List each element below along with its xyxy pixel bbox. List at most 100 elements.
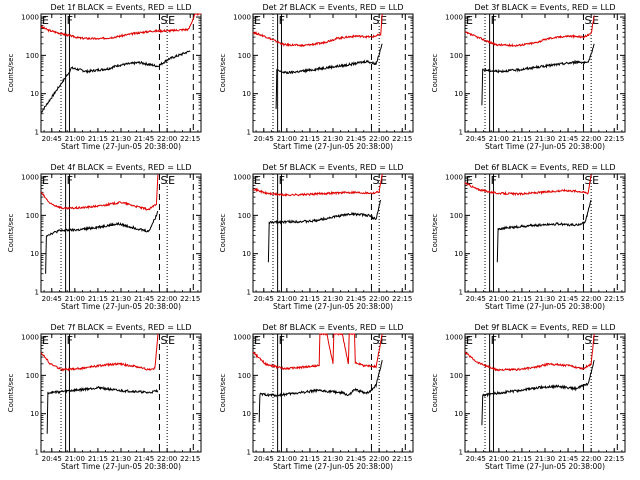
y-tick-label: 10 [242, 410, 251, 418]
x-tick-label: 22:00 [157, 135, 177, 143]
x-tick-label: 21:00 [489, 135, 509, 143]
event-rate-line [267, 199, 382, 263]
y-tick-label: 1 [459, 129, 463, 137]
y-tick-label: 1000 [233, 174, 251, 182]
interval-marker-f: F [279, 334, 285, 347]
panel-6: Det 6f BLACK = Events, RED = LLD 1 10 100 10… [431, 163, 626, 311]
x-tick-label: 21:00 [277, 135, 297, 143]
interval-marker-e: E [380, 14, 387, 27]
x-tick-label: 21:45 [558, 135, 578, 143]
panel-5: Det 5f BLACK = Events, RED = LLD 1 10 100 10… [219, 163, 414, 311]
interval-marker-e: E [380, 334, 387, 347]
x-tick-label: 22:00 [581, 135, 601, 143]
lld-rate-line [252, 13, 383, 48]
interval-marker-e: E [254, 174, 261, 187]
y-tick-label: 1000 [21, 334, 39, 342]
event-rate-line [275, 43, 383, 109]
y-tick-label: 1000 [445, 334, 463, 342]
x-tick-label: 21:30 [111, 135, 131, 143]
y-tick-label: 10 [30, 90, 39, 98]
y-tick-label: 1 [35, 449, 39, 457]
interval-marker-f: F [67, 14, 73, 27]
interval-marker-s: S [160, 14, 167, 27]
x-tick-label: 21:00 [65, 455, 85, 463]
x-tick-label: 20:45 [42, 135, 62, 143]
y-axis-label: Counts/sec [7, 54, 15, 93]
lld-rate-line [40, 174, 159, 211]
x-tick-label: 20:45 [466, 455, 486, 463]
x-tick-label: 22:15 [180, 295, 200, 303]
event-rate-line [496, 199, 592, 263]
x-tick-label: 21:45 [558, 455, 578, 463]
x-tick-label: 20:45 [42, 455, 62, 463]
x-tick-label: 21:00 [65, 135, 85, 143]
lld-rate-line [40, 13, 201, 41]
interval-marker-f: F [491, 174, 497, 187]
x-tick-label: 21:00 [277, 295, 297, 303]
plot-frame [464, 13, 626, 133]
plot-frame [252, 173, 414, 293]
lld-rate-line [252, 332, 383, 371]
x-axis-label: Start Time (27-Jun-05 20:38:00) [485, 302, 605, 311]
x-tick-label: 21:45 [134, 455, 154, 463]
panel-title: Det 6f BLACK = Events, RED = LLD [474, 163, 615, 172]
interval-marker-e: E [168, 174, 175, 187]
y-axis-label: Counts/sec [7, 374, 15, 413]
y-axis-label: Counts/sec [431, 374, 439, 413]
x-axis-label: Start Time (27-Jun-05 20:38:00) [485, 142, 605, 151]
plot-frame [40, 13, 202, 133]
y-tick-label: 100 [450, 372, 463, 380]
x-tick-label: 21:45 [134, 135, 154, 143]
y-tick-label: 100 [26, 52, 39, 60]
interval-marker-e: E [42, 334, 49, 347]
y-tick-label: 1000 [445, 14, 463, 22]
interval-marker-e: E [592, 14, 599, 27]
interval-marker-e: E [466, 174, 473, 187]
y-tick-label: 1 [247, 289, 251, 297]
x-tick-label: 20:45 [254, 455, 274, 463]
interval-marker-e: E [592, 334, 599, 347]
event-rate-line [46, 385, 159, 434]
x-tick-label: 21:45 [346, 295, 366, 303]
x-tick-label: 22:15 [180, 455, 200, 463]
y-tick-label: 10 [454, 250, 463, 258]
panel-title: Det 3f BLACK = Events, RED = LLD [474, 3, 615, 12]
x-tick-label: 21:00 [65, 295, 85, 303]
interval-marker-s: S [372, 334, 379, 347]
interval-marker-f: F [279, 174, 285, 187]
y-tick-label: 100 [238, 372, 251, 380]
lld-rate-line [464, 174, 592, 197]
lld-rate-line [464, 333, 595, 372]
x-tick-label: 21:15 [512, 295, 532, 303]
interval-marker-s: S [372, 14, 379, 27]
interval-marker-e: E [380, 174, 387, 187]
x-tick-label: 22:15 [392, 295, 412, 303]
lld-rate-line [252, 173, 383, 197]
event-rate-line [258, 360, 383, 423]
x-tick-label: 21:15 [88, 455, 108, 463]
x-tick-label: 20:45 [254, 135, 274, 143]
panel-title: Det 7f BLACK = Events, RED = LLD [50, 323, 191, 332]
x-tick-label: 21:00 [489, 295, 509, 303]
panel-9: Det 9f BLACK = Events, RED = LLD 1 10 100 10… [431, 323, 626, 471]
x-tick-label: 22:15 [604, 455, 624, 463]
panel-4: Det 4f BLACK = Events, RED = LLD 1 10 100 10… [7, 163, 202, 311]
x-tick-label: 22:15 [392, 135, 412, 143]
y-tick-label: 1000 [445, 174, 463, 182]
interval-marker-e: E [254, 334, 261, 347]
interval-marker-s: S [372, 174, 379, 187]
interval-marker-e: E [592, 174, 599, 187]
y-tick-label: 1 [35, 129, 39, 137]
x-tick-label: 21:15 [512, 135, 532, 143]
x-tick-label: 22:00 [369, 295, 389, 303]
event-rate-line [481, 359, 595, 426]
interval-marker-f: F [67, 334, 73, 347]
interval-marker-e: E [466, 14, 473, 27]
x-tick-label: 21:30 [323, 455, 343, 463]
plot-frame [40, 173, 202, 293]
y-tick-label: 100 [238, 52, 251, 60]
x-axis-label: Start Time (27-Jun-05 20:38:00) [485, 462, 605, 471]
y-tick-label: 1 [35, 289, 39, 297]
x-tick-label: 21:15 [88, 135, 108, 143]
panel-7: Det 7f BLACK = Events, RED = LLD 1 10 100 10… [7, 323, 202, 471]
